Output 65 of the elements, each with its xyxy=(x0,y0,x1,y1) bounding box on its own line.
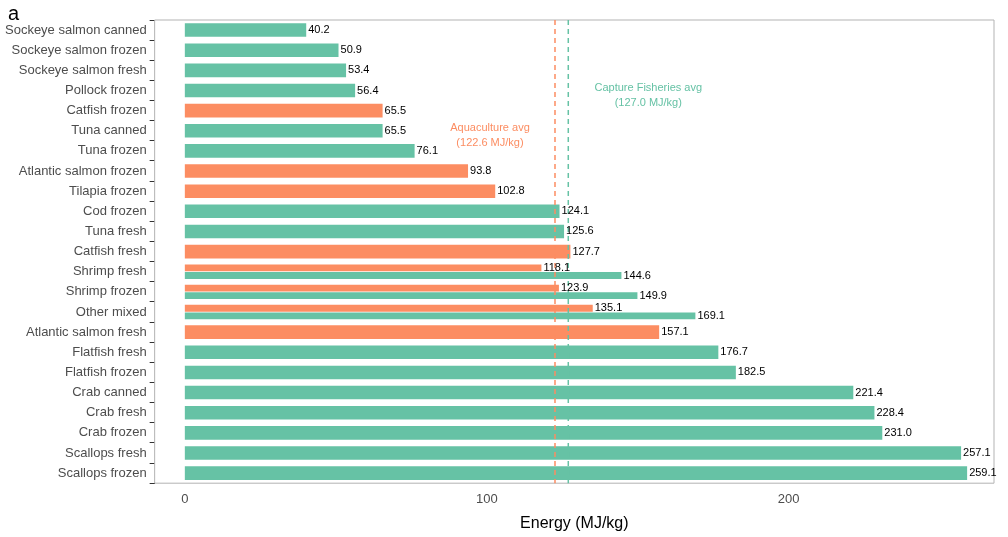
y-tick-label: Catfish frozen xyxy=(66,102,147,118)
data-label: 259.1 xyxy=(969,466,997,479)
y-tick-label: Tuna frozen xyxy=(77,142,147,158)
y-tick-label: Crab fresh xyxy=(85,404,147,420)
bar xyxy=(184,123,383,138)
y-tick-label: Crab frozen xyxy=(78,424,147,440)
y-tick-label: Sockeye salmon fresh xyxy=(18,61,147,77)
y-tick-label: Shrimp frozen xyxy=(65,283,147,299)
bar xyxy=(184,164,469,178)
bar xyxy=(184,43,339,58)
data-label: 135.1 xyxy=(594,301,623,314)
bar xyxy=(184,204,560,219)
bar xyxy=(184,144,415,158)
y-tick-label: Atlantic salmon frozen xyxy=(18,162,147,178)
data-label: 50.9 xyxy=(340,43,362,56)
bar xyxy=(184,103,383,118)
y-tick-label: Crab canned xyxy=(72,384,147,400)
data-label: 123.9 xyxy=(560,281,589,294)
data-label: 65.5 xyxy=(384,123,407,136)
data-label: 65.5 xyxy=(384,103,407,116)
data-label: 53.4 xyxy=(348,63,370,76)
data-label: 127.7 xyxy=(572,244,600,257)
y-tick-label: Tuna fresh xyxy=(84,223,147,239)
y-tick-label: Catfish fresh xyxy=(73,243,147,259)
data-label: 149.9 xyxy=(639,288,667,301)
ref-line-label: Aquaculture avg (122.6 MJ/kg) xyxy=(450,121,530,149)
data-label: 157.1 xyxy=(661,325,689,338)
x-tick-label: 200 xyxy=(777,490,800,506)
y-tick-label: Tilapia frozen xyxy=(69,182,147,198)
y-tick-label: Flatfish fresh xyxy=(72,343,147,359)
y-tick-label: Atlantic salmon fresh xyxy=(25,323,147,339)
y-tick-label: Shrimp fresh xyxy=(72,263,147,279)
bar xyxy=(184,83,356,98)
bar xyxy=(184,224,565,239)
data-label: 231.0 xyxy=(884,425,912,438)
x-tick-label: 100 xyxy=(475,490,498,506)
data-label: 176.7 xyxy=(720,345,748,358)
data-label: 118.1 xyxy=(543,260,571,273)
data-label: 102.8 xyxy=(497,184,525,197)
x-tick-label: 0 xyxy=(181,490,189,506)
y-tick-label: Sockeye salmon frozen xyxy=(11,41,147,57)
y-tick-label: Tuna canned xyxy=(71,122,147,138)
data-label: 257.1 xyxy=(963,446,991,459)
y-tick-label: Flatfish frozen xyxy=(64,364,147,380)
ref-line-label: Capture Fisheries avg (127.0 MJ/kg) xyxy=(594,81,703,109)
y-tick-label: Other mixed xyxy=(75,303,147,319)
data-label: 228.4 xyxy=(876,405,904,418)
data-label: 76.1 xyxy=(416,143,439,156)
data-label: 221.4 xyxy=(855,385,883,398)
data-label: 182.5 xyxy=(737,365,766,378)
y-tick-label: Scallops frozen xyxy=(57,464,147,480)
bar xyxy=(184,184,496,198)
data-label: 144.6 xyxy=(623,268,651,281)
y-tick-label: Scallops fresh xyxy=(64,444,147,460)
bar xyxy=(184,63,347,78)
x-axis-title: Energy (MJ/kg) xyxy=(520,513,629,531)
data-label: 169.1 xyxy=(697,308,725,321)
bar xyxy=(184,23,307,37)
data-label: 124.1 xyxy=(561,204,590,217)
data-label: 125.6 xyxy=(566,224,594,237)
data-label: 40.2 xyxy=(308,23,330,36)
data-label: 93.8 xyxy=(470,164,492,177)
y-tick-label: Cod frozen xyxy=(83,202,147,218)
data-label: 56.4 xyxy=(357,83,379,96)
y-tick-label: Pollock frozen xyxy=(64,82,147,98)
